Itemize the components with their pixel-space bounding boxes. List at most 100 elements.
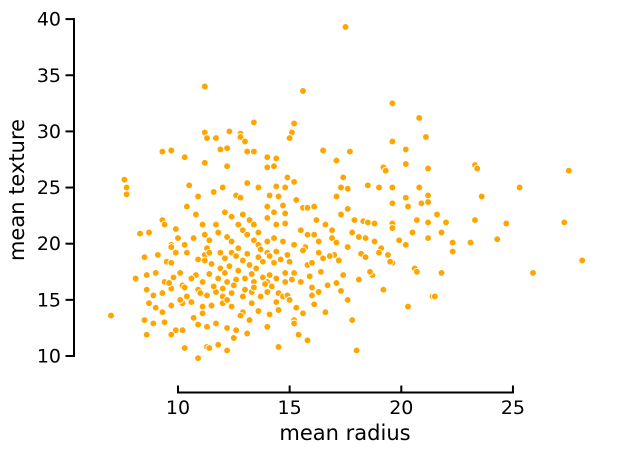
data-point <box>227 289 236 297</box>
data-point <box>194 255 202 264</box>
data-point <box>234 244 243 253</box>
data-point <box>285 134 294 142</box>
data-point <box>225 262 234 271</box>
data-point <box>236 311 245 320</box>
data-point <box>265 191 274 200</box>
data-point <box>395 236 403 245</box>
data-point <box>310 300 319 309</box>
data-point <box>314 288 323 296</box>
data-point <box>290 119 298 128</box>
data-point <box>448 247 457 256</box>
data-point <box>120 175 129 184</box>
data-point <box>348 316 357 324</box>
data-point <box>178 326 187 335</box>
data-point <box>343 184 352 193</box>
x-tick-label: 25 <box>501 397 525 419</box>
data-point <box>401 160 410 168</box>
data-point <box>212 220 220 229</box>
data-point <box>261 280 269 288</box>
data-point <box>247 270 256 278</box>
data-point <box>386 257 394 266</box>
data-point <box>243 147 252 156</box>
data-point <box>241 274 249 283</box>
data-point <box>325 252 334 260</box>
data-point <box>413 267 421 276</box>
data-point <box>343 205 352 213</box>
data-point <box>401 193 410 202</box>
data-point <box>263 163 272 172</box>
data-point <box>250 283 258 292</box>
data-point <box>564 166 573 175</box>
data-point <box>272 220 281 229</box>
data-point <box>176 269 185 277</box>
data-point <box>245 316 254 324</box>
data-point <box>169 273 178 282</box>
data-point <box>370 237 379 246</box>
data-point <box>303 203 312 212</box>
data-point <box>223 346 231 355</box>
data-point <box>236 133 245 141</box>
x-axis-label: mean radius <box>279 421 410 445</box>
data-point <box>212 319 220 328</box>
data-point <box>332 192 341 201</box>
data-point <box>122 183 131 192</box>
data-point <box>180 240 189 249</box>
data-point <box>348 228 357 237</box>
data-point <box>209 282 218 291</box>
data-point <box>290 178 298 186</box>
x-tick-label: 20 <box>389 397 413 419</box>
data-point <box>319 146 327 155</box>
x-axis: 10 15 20 25 <box>166 385 525 419</box>
data-point <box>200 230 209 239</box>
data-point <box>366 267 374 276</box>
data-point <box>272 182 281 191</box>
data-point <box>209 188 218 196</box>
data-point <box>180 344 189 352</box>
data-point <box>198 220 207 229</box>
data-point <box>212 134 220 142</box>
data-point <box>245 261 254 269</box>
data-point <box>167 146 176 155</box>
data-point <box>404 202 412 211</box>
data-point <box>165 279 173 287</box>
data-point <box>223 324 231 332</box>
data-point <box>183 292 191 301</box>
data-point <box>272 298 281 306</box>
data-point <box>149 291 158 300</box>
data-point <box>375 248 383 257</box>
data-point <box>408 228 417 237</box>
data-point <box>214 340 223 349</box>
data-point <box>167 301 176 310</box>
data-point <box>290 269 298 277</box>
data-point <box>160 318 169 327</box>
data-point <box>303 336 312 345</box>
data-point <box>205 270 214 278</box>
x-tick-label: 10 <box>166 397 190 419</box>
data-point <box>174 234 182 242</box>
data-point <box>140 316 149 324</box>
data-point <box>107 311 115 320</box>
data-point <box>218 284 227 293</box>
data-point <box>250 118 258 127</box>
data-point <box>285 296 294 304</box>
scatter-points-group <box>107 23 587 363</box>
data-point <box>236 193 245 202</box>
data-point <box>218 183 227 192</box>
data-point <box>180 153 189 162</box>
data-point <box>299 309 307 318</box>
data-point <box>205 236 214 245</box>
data-point <box>274 343 283 351</box>
data-point <box>221 269 229 277</box>
data-point <box>343 243 352 251</box>
data-point <box>167 330 176 339</box>
data-point <box>312 216 321 224</box>
data-point <box>388 137 397 146</box>
data-point <box>493 235 502 244</box>
data-point <box>310 230 319 239</box>
data-point <box>247 299 256 308</box>
data-point <box>337 183 345 192</box>
data-point <box>238 210 247 219</box>
data-point <box>285 257 294 266</box>
data-point <box>203 134 211 142</box>
